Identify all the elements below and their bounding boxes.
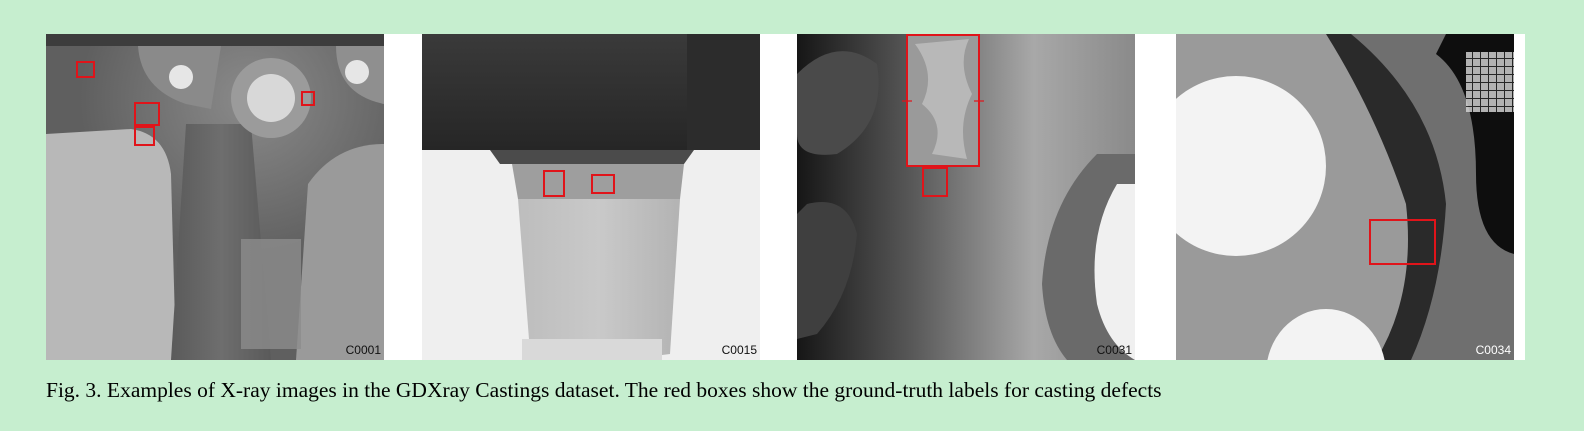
defect-box — [76, 61, 95, 78]
panel-label: C0034 — [1475, 343, 1511, 357]
xray-panel-c0031: C0031 — [797, 34, 1135, 360]
defect-box — [1369, 219, 1436, 265]
defect-box — [134, 102, 160, 126]
xray-image-c0001 — [46, 34, 384, 360]
defect-box — [922, 167, 948, 197]
xray-image-c0034 — [1176, 34, 1514, 360]
panel-label: C0031 — [1096, 343, 1132, 357]
defect-box — [134, 126, 155, 146]
defect-box — [543, 170, 565, 197]
defect-box — [591, 174, 615, 194]
figure-strip: C0001 — [46, 34, 1525, 360]
panel-label: C0015 — [721, 343, 757, 357]
xray-image-c0015 — [422, 34, 760, 360]
figure-caption: Fig. 3. Examples of X-ray images in the … — [46, 378, 1162, 402]
defect-box — [301, 91, 315, 106]
xray-panel-c0001: C0001 — [46, 34, 384, 360]
xray-panel-c0015: C0015 — [422, 34, 760, 360]
xray-panel-c0034: C0034 — [1176, 34, 1514, 360]
xray-image-c0031 — [797, 34, 1135, 360]
panel-label: C0001 — [345, 343, 381, 357]
